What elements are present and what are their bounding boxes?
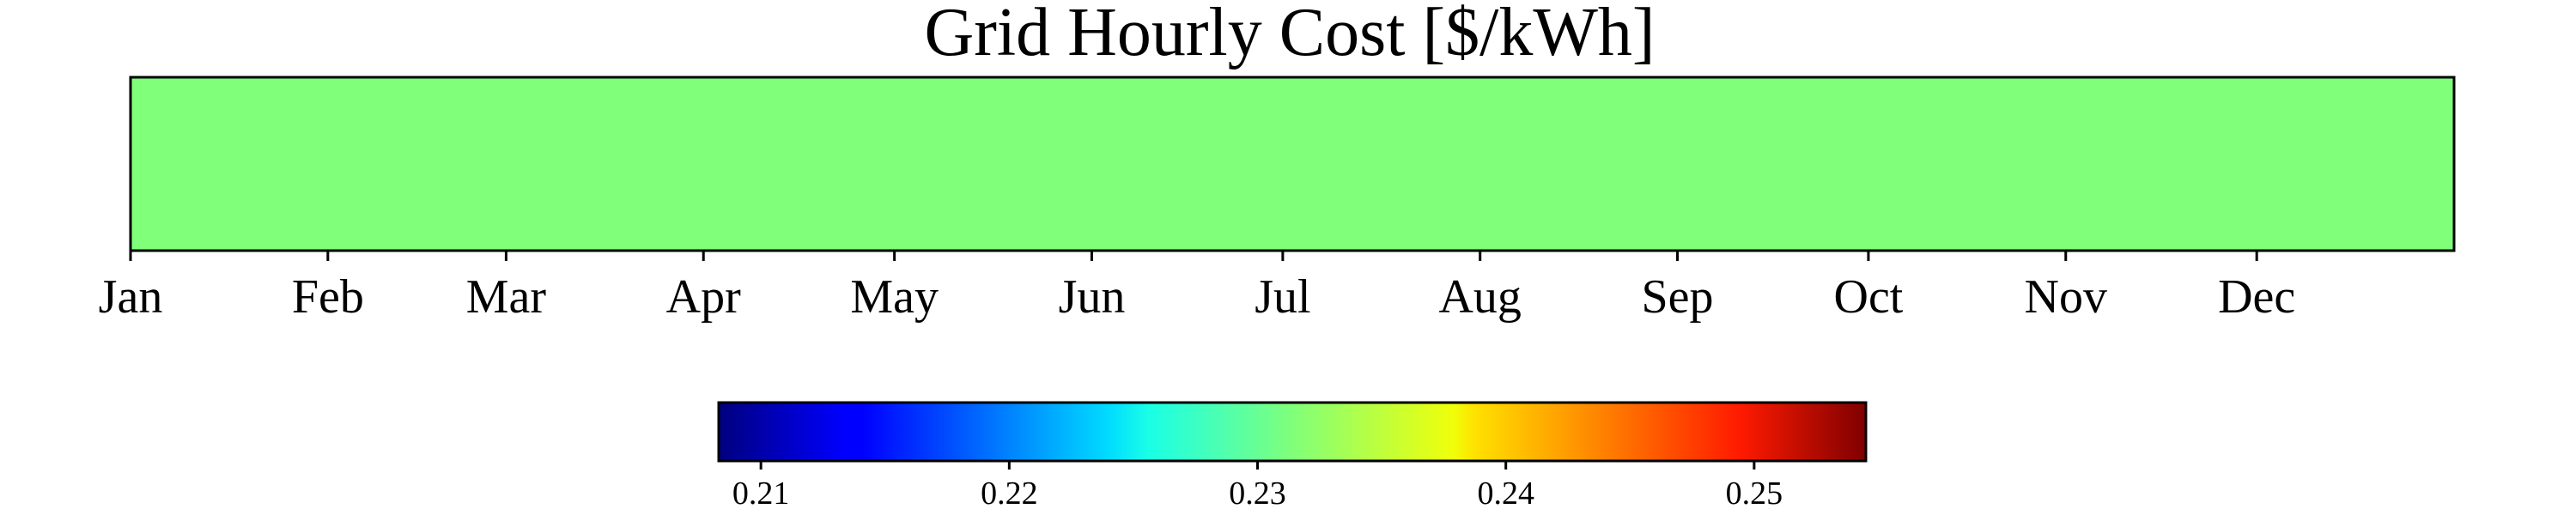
plot-frame	[129, 76, 2456, 252]
x-tick-label: May	[850, 270, 939, 324]
x-tick-label: Apr	[666, 270, 741, 324]
colorbar-axis: 0.21 0.22 0.23 0.24 0.25	[732, 461, 1783, 512]
colorbar-frame	[717, 401, 1868, 463]
x-tick-label: Jul	[1255, 270, 1310, 324]
x-tick-label: Nov	[2025, 270, 2107, 324]
x-tick-label: Dec	[2218, 270, 2295, 324]
heatmap-plot-area	[129, 76, 2456, 252]
colorbar-tick-label: 0.22	[981, 476, 1038, 512]
x-tick-label: Feb	[292, 270, 364, 324]
x-axis: Jan Feb Mar Apr May Jun Jul Aug Sep Oct Nov Dec	[99, 251, 2295, 324]
x-tick-label: Oct	[1834, 270, 1904, 324]
x-tick-label: Mar	[466, 270, 547, 324]
x-tick-label: Jun	[1059, 270, 1126, 324]
chart-title: Grid Hourly Cost [$/kWh]	[924, 0, 1655, 70]
heatmap-cell	[131, 77, 2454, 251]
x-tick-label: Sep	[1642, 270, 1714, 324]
colorbar-gradient	[719, 403, 1866, 461]
colorbar-tick-label: 0.23	[1229, 476, 1286, 512]
colorbar-tick-label: 0.24	[1477, 476, 1534, 512]
colorbar-tick-label: 0.25	[1726, 476, 1783, 512]
colorbar-tick-label: 0.21	[732, 476, 790, 512]
x-tick-label: Aug	[1438, 270, 1521, 324]
colorbar: 0.21 0.22 0.23 0.24 0.25	[717, 401, 1868, 512]
x-tick-label: Jan	[99, 270, 163, 324]
